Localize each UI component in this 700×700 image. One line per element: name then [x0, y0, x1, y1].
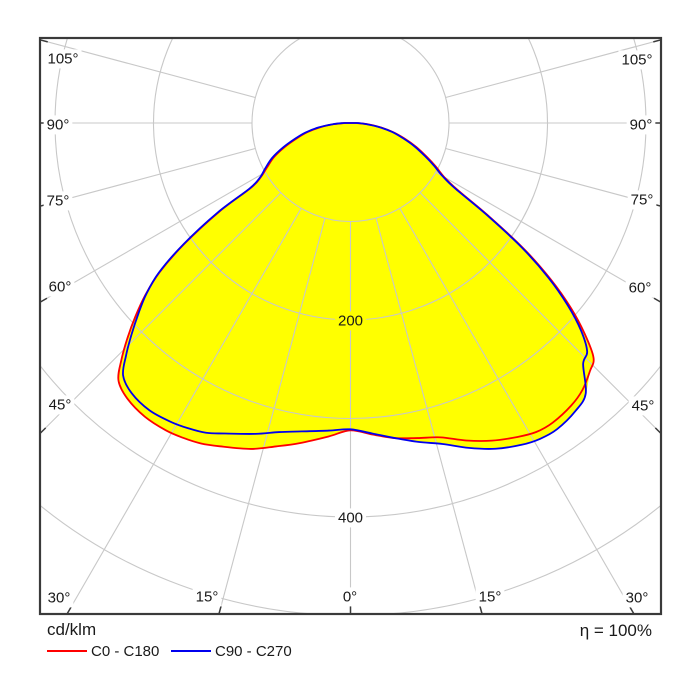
legend-swatch-red-line [47, 650, 87, 652]
gamma-label-0-left-bg [339, 587, 361, 607]
gamma-label-45-right: 45° [632, 397, 655, 414]
gamma-label-105-right-bg [618, 50, 656, 70]
gamma-label-15-right: 15° [479, 588, 502, 605]
grid-ray--60 [40, 171, 266, 303]
gamma-label-45-right-bg [628, 396, 658, 416]
gamma-label-45-left-bg [45, 395, 75, 415]
grid-ray--105 [40, 39, 256, 99]
gamma-label-60-left: 60° [49, 278, 72, 295]
units-label: cd/klm [47, 620, 97, 639]
gamma-tick-105 [653, 39, 662, 43]
series-c90-c270-curve [122, 122, 589, 450]
gamma-label-105-left-bg [44, 49, 82, 69]
gamma-label-60-left-bg [45, 277, 75, 297]
gamma-label-30-left: 30° [48, 589, 71, 606]
ring-label-200: 200 [338, 312, 363, 329]
gamma-tick--30 [66, 606, 72, 615]
gamma-label-30-right-bg [622, 588, 652, 608]
legend-swatch-blue-line [171, 650, 211, 652]
gamma-label-75-left: 75° [47, 192, 70, 209]
gamma-label-105-left: 105° [47, 50, 78, 67]
gamma-label-60-right: 60° [629, 279, 652, 296]
gamma-label-75-right: 75° [631, 191, 654, 208]
grid-ray-15 [375, 218, 483, 614]
grid-ray--30 [66, 208, 302, 614]
grid-ray--15 [218, 218, 326, 614]
gamma-tick--105 [39, 39, 48, 43]
gamma-tick-30 [629, 606, 635, 615]
gamma-label-15-right-bg [475, 587, 505, 607]
chart-frame [38, 36, 663, 616]
gamma-label-15-left-bg [192, 587, 222, 607]
gamma-tick-60 [653, 297, 662, 303]
ring-label-200-bg [334, 311, 367, 331]
gamma-label-90-left: 90° [47, 116, 70, 133]
gamma-label-0-left: 0° [343, 588, 357, 605]
gamma-label-90-left-bg [43, 115, 73, 135]
gamma-label-90-right-bg [626, 115, 656, 135]
gamma-tick-15 [479, 606, 483, 615]
efficiency-label: η = 100% [579, 621, 652, 640]
grid-ray-75 [445, 147, 661, 207]
gamma-label-60-right-bg [625, 278, 655, 298]
gamma-label-30-right: 30° [626, 589, 649, 606]
gamma-tick--60 [39, 297, 48, 303]
grid-ray-30 [399, 208, 635, 614]
gamma-label-30-left-bg [44, 588, 74, 608]
legend-label: C90 - C270 [215, 643, 292, 660]
gamma-label-75-right-bg [627, 190, 657, 210]
gamma-label-90-right: 90° [630, 116, 653, 133]
grid-ray--75 [40, 147, 256, 207]
intensity-area-fill [118, 123, 594, 449]
gamma-label-105-right: 105° [621, 51, 652, 68]
ring-label-400: 400 [338, 509, 363, 526]
gamma-label-15-left: 15° [196, 588, 219, 605]
gamma-tick--15 [218, 606, 222, 615]
gamma-label-45-left: 45° [49, 396, 72, 413]
grid-ray-105 [445, 39, 661, 99]
gamma-label-75-left-bg [43, 191, 73, 211]
grid-ray-60 [435, 171, 661, 303]
grid-ray-45 [419, 192, 661, 435]
ring-label-400-bg [334, 508, 367, 528]
legend-label: C0 - C180 [91, 643, 160, 660]
grid-ray--45 [40, 192, 282, 435]
